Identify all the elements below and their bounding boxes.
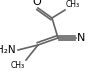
Text: CH₃: CH₃: [11, 61, 25, 69]
Text: N: N: [77, 33, 85, 43]
Text: O: O: [33, 0, 41, 7]
Text: CH₃: CH₃: [66, 0, 80, 9]
Text: H₂N: H₂N: [0, 45, 16, 55]
